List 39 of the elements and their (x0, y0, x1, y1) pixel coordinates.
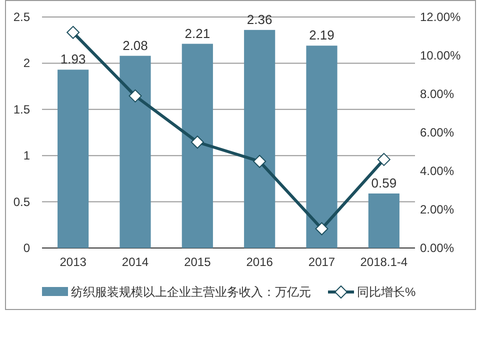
y2-tick-label: 10.00% (420, 48, 462, 62)
bar (58, 70, 89, 248)
y-tick-label: 1 (23, 148, 30, 163)
point (315, 222, 328, 236)
bar (244, 30, 276, 248)
data-label: 2.21 (184, 26, 210, 41)
x-tick-label: 2014 (122, 255, 149, 269)
bar (120, 56, 151, 248)
y-tick-label: 0.5 (13, 194, 30, 209)
x-tick-label: 2016 (246, 255, 274, 269)
bar (368, 193, 400, 248)
point (190, 136, 204, 149)
data-label: 2.36 (246, 12, 272, 27)
x-tick-label: 2015 (184, 255, 212, 269)
data-label: 0.59 (371, 175, 397, 190)
y2-tick-label: 12.00% (420, 10, 462, 24)
x-tick-label: 2013 (60, 255, 87, 269)
y-tick-label: 2 (23, 56, 30, 70)
y2-tick-label: 4.00% (420, 164, 454, 178)
bar (182, 44, 213, 248)
point (66, 26, 80, 39)
point (377, 152, 390, 166)
bar (306, 46, 338, 248)
y-tick-label: 2.5 (13, 10, 30, 24)
point (253, 154, 266, 168)
y-tick-label: 1.5 (13, 102, 30, 116)
data-label: 2.19 (309, 28, 334, 43)
x-tick-label: 2018.1-4 (360, 255, 408, 269)
y2-tick-label: 0.00% (420, 241, 454, 255)
x-tick-label: 2017 (308, 255, 336, 269)
data-label: 2.08 (122, 38, 148, 53)
y-tick-label: 0 (23, 241, 30, 255)
point (128, 89, 142, 102)
y2-tick-label: 6.00% (420, 126, 454, 140)
y2-tick-label: 8.00% (420, 87, 454, 101)
data-label: 1.93 (60, 52, 86, 67)
legend-label: 同比增长% (357, 285, 416, 299)
legend-label: 纺织服装规模以上企业主营业务收入：万亿元 (71, 285, 311, 299)
y2-tick-label: 2.00% (420, 202, 454, 216)
